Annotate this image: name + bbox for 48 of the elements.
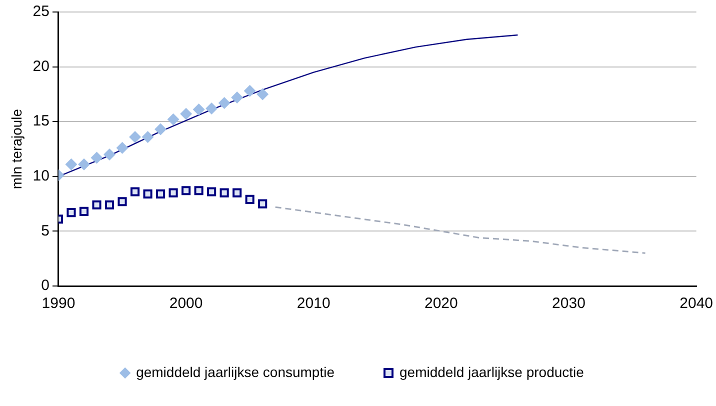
point <box>180 108 192 120</box>
x-tick-label: 2020 <box>424 295 458 312</box>
point <box>118 197 127 206</box>
point <box>232 188 242 198</box>
point <box>220 188 229 198</box>
y-tick-label: 10 <box>32 168 50 185</box>
point <box>194 186 204 196</box>
x-tick-label: 2000 <box>169 295 203 312</box>
point <box>167 113 180 126</box>
point <box>192 104 205 116</box>
x-tick-label: 2030 <box>552 295 586 312</box>
line-series <box>274 206 646 254</box>
y-tick-label: 15 <box>32 112 50 130</box>
point <box>104 200 114 210</box>
point <box>154 123 167 136</box>
point <box>231 91 244 104</box>
point <box>104 148 116 160</box>
y-tick-label: 25 <box>32 3 50 20</box>
point <box>218 96 230 109</box>
y-tick-label: 0 <box>41 277 50 294</box>
point <box>258 199 268 208</box>
point <box>256 88 269 100</box>
point <box>244 84 256 97</box>
x-tick-label: 2010 <box>296 295 330 312</box>
x-tick-label: 1990 <box>42 295 76 312</box>
point <box>245 194 254 204</box>
point <box>129 130 142 143</box>
point <box>156 189 166 198</box>
point <box>168 188 178 198</box>
x-tick-label: 2040 <box>680 295 714 312</box>
legend-label: gemiddeld jaarlijkse productie <box>400 364 584 380</box>
y-tick-label: 20 <box>32 58 50 75</box>
point <box>79 206 89 216</box>
point <box>142 130 154 143</box>
point <box>130 187 140 196</box>
point <box>92 200 102 210</box>
point <box>66 208 76 218</box>
point <box>143 189 152 198</box>
point <box>182 186 191 196</box>
point <box>206 102 218 114</box>
point <box>90 152 103 164</box>
point <box>78 158 90 170</box>
legend-label: gemiddeld jaarlijkse consumptie <box>136 364 335 380</box>
y-axis-title: mln terajoule <box>8 108 24 190</box>
point <box>116 142 128 154</box>
point <box>207 187 216 196</box>
y-tick-label: 5 <box>41 222 50 240</box>
point <box>65 158 78 170</box>
